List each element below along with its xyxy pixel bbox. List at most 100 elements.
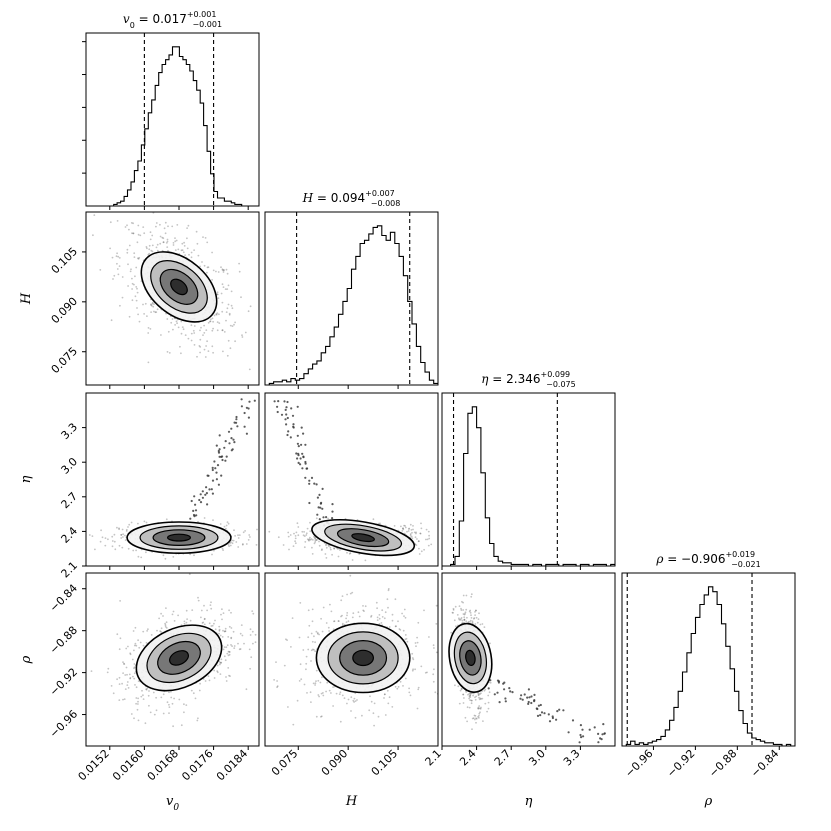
scatter-point bbox=[321, 507, 324, 510]
scatter-point bbox=[187, 337, 190, 340]
scatter-point bbox=[327, 626, 330, 629]
title-plus: +0.099 bbox=[541, 370, 571, 379]
scatter-point bbox=[465, 608, 468, 611]
scatter-point bbox=[137, 224, 140, 227]
scatter-point bbox=[241, 543, 244, 546]
scatter-point bbox=[315, 539, 318, 541]
scatter-point bbox=[194, 509, 198, 512]
scatter-point bbox=[223, 630, 226, 633]
scatter-point bbox=[287, 531, 290, 534]
scatter-point bbox=[142, 630, 145, 633]
scatter-point bbox=[137, 697, 140, 700]
scatter-point bbox=[318, 518, 321, 521]
scatter-point bbox=[474, 696, 476, 699]
scatter-point bbox=[463, 616, 466, 619]
panel-frame bbox=[85, 572, 260, 747]
scatter-point bbox=[161, 386, 163, 388]
scatter-point bbox=[602, 723, 605, 726]
scatter-point bbox=[311, 640, 314, 643]
scatter-point bbox=[134, 295, 137, 298]
scatter-point bbox=[126, 681, 129, 683]
scatter-point bbox=[208, 488, 211, 491]
scatter-point bbox=[164, 557, 167, 560]
scatter-point bbox=[206, 503, 209, 506]
scatter-point bbox=[302, 534, 305, 537]
scatter-point bbox=[353, 701, 355, 703]
scatter-point bbox=[173, 620, 176, 622]
scatter-point bbox=[131, 277, 133, 280]
scatter-point bbox=[314, 682, 317, 685]
scatter-point bbox=[300, 443, 303, 446]
scatter-point bbox=[160, 334, 162, 336]
scatter-point bbox=[340, 615, 342, 618]
scatter-point bbox=[305, 467, 308, 470]
scatter-point bbox=[135, 286, 138, 288]
scatter-point bbox=[603, 732, 606, 735]
density-contours bbox=[140, 251, 218, 323]
scatter-point bbox=[325, 544, 327, 547]
scatter-point bbox=[249, 305, 252, 308]
scatter-point bbox=[211, 624, 214, 627]
scatter-point bbox=[124, 539, 127, 541]
scatter-point bbox=[216, 670, 219, 672]
scatter-point bbox=[477, 694, 480, 697]
scatter-point bbox=[416, 636, 418, 639]
scatter-point bbox=[406, 640, 409, 643]
scatter-point bbox=[310, 476, 314, 479]
scatter-point bbox=[223, 646, 226, 648]
scatter-point bbox=[222, 612, 225, 614]
scatter-point bbox=[322, 694, 325, 697]
scatter-point bbox=[527, 702, 530, 706]
scatter-point bbox=[111, 545, 114, 548]
scatter-point bbox=[203, 332, 206, 334]
scatter-point bbox=[134, 626, 137, 629]
scatter-point bbox=[224, 630, 226, 633]
scatter-point bbox=[472, 717, 475, 720]
scatter-point bbox=[203, 324, 206, 327]
scatter-point bbox=[391, 619, 394, 622]
scatter-point bbox=[231, 307, 234, 310]
scatter-point bbox=[168, 703, 170, 706]
scatter-point bbox=[475, 616, 478, 619]
scatter-point bbox=[475, 717, 477, 720]
scatter-point bbox=[290, 646, 292, 648]
scatter-point bbox=[139, 641, 142, 644]
scatter-point bbox=[220, 613, 222, 616]
axis-subscript: 0 bbox=[173, 803, 179, 813]
scatter-point bbox=[478, 696, 480, 699]
scatter-point bbox=[309, 530, 312, 533]
scatter-point bbox=[106, 671, 109, 674]
scatter-point bbox=[349, 574, 352, 577]
scatter-point bbox=[128, 673, 131, 676]
scatter-point bbox=[225, 524, 228, 527]
scatter-point bbox=[309, 539, 312, 541]
scatter-point bbox=[116, 268, 119, 270]
scatter-point bbox=[113, 540, 116, 543]
scatter-point bbox=[225, 646, 228, 649]
scatter-point bbox=[116, 252, 118, 255]
scatter-point bbox=[201, 622, 204, 624]
scatter-point bbox=[397, 686, 400, 688]
scatter-point bbox=[229, 324, 232, 327]
scatter-point bbox=[293, 532, 295, 535]
scatter-point bbox=[478, 712, 481, 715]
scatter-point bbox=[199, 329, 201, 332]
scatter-point bbox=[480, 706, 482, 709]
scatter-point bbox=[460, 688, 463, 690]
scatter-point bbox=[305, 662, 308, 665]
scatter-point bbox=[132, 232, 135, 235]
scatter-point bbox=[219, 634, 222, 637]
scatter-point bbox=[129, 677, 132, 680]
scatter-point bbox=[301, 530, 304, 533]
scatter-point bbox=[126, 248, 129, 251]
scatter-point bbox=[478, 698, 481, 701]
scatter-point bbox=[225, 268, 228, 271]
scatter-point bbox=[471, 699, 473, 702]
scatter-point bbox=[149, 711, 152, 714]
scatter-point bbox=[185, 609, 188, 612]
scatter-point bbox=[166, 701, 169, 704]
scatter-point bbox=[234, 340, 237, 343]
scatter-point bbox=[428, 537, 431, 540]
scatter-point bbox=[321, 548, 323, 551]
scatter-point bbox=[369, 695, 371, 698]
